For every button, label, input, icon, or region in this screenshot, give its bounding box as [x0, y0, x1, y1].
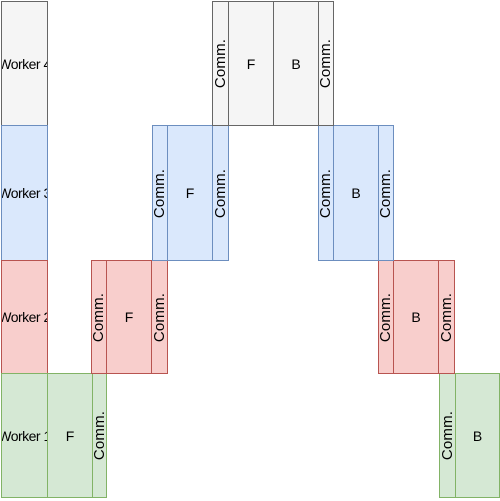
comm-label: Comm. — [318, 38, 334, 89]
backward-label: B — [351, 185, 361, 201]
worker-label: Worker 3 — [1, 185, 47, 201]
worker-4-comm-block: Comm. — [212, 1, 229, 126]
comm-label: Comm. — [92, 410, 107, 461]
backward-label: B — [291, 55, 301, 72]
worker-3-forward-block: F — [167, 125, 213, 261]
worker-3-backward-block: B — [333, 125, 379, 261]
forward-label: F — [124, 309, 134, 325]
worker-2-comm-block: Comm. — [151, 260, 168, 374]
forward-label: F — [246, 55, 256, 72]
worker-3-comm-block: Comm. — [152, 125, 168, 261]
worker-2-comm-block: Comm. — [438, 260, 455, 374]
worker-2-forward-block: F — [106, 260, 152, 374]
worker-4-backward-block: B — [273, 1, 319, 126]
worker-4-forward-block: F — [228, 1, 274, 126]
worker-label: Worker 1 — [1, 427, 47, 444]
comm-label: Comm. — [378, 168, 394, 218]
worker-3-comm-block: Comm. — [378, 125, 394, 261]
worker-3-comm-block: Comm. — [212, 125, 229, 261]
comm-label: Comm. — [152, 168, 168, 218]
comm-label: Comm. — [151, 292, 168, 342]
backward-label: B — [411, 309, 421, 325]
comm-label: Comm. — [212, 168, 229, 218]
worker-4-comm-block: Comm. — [318, 1, 334, 126]
comm-label: Comm. — [318, 168, 334, 218]
worker-3-label-box: Worker 3 — [1, 125, 48, 261]
worker-1-forward-block: F — [47, 373, 93, 498]
backward-label: B — [472, 427, 483, 444]
forward-label: F — [185, 185, 195, 201]
worker-4-label-box: Worker 4 — [1, 1, 48, 126]
comm-label: Comm. — [91, 292, 107, 342]
comm-label: Comm. — [439, 410, 456, 461]
worker-3-comm-block: Comm. — [318, 125, 334, 261]
worker-2-comm-block: Comm. — [91, 260, 107, 374]
worker-2-label-box: Worker 2 — [1, 260, 48, 374]
worker-1-comm-block: Comm. — [439, 373, 456, 498]
worker-2-backward-block: B — [393, 260, 439, 374]
worker-label: Worker 2 — [1, 309, 47, 325]
worker-2-comm-block: Comm. — [378, 260, 394, 374]
worker-label: Worker 4 — [1, 55, 47, 72]
comm-label: Comm. — [212, 38, 229, 89]
worker-1-backward-block: B — [455, 373, 500, 498]
comm-label: Comm. — [438, 292, 455, 342]
worker-1-comm-block: Comm. — [92, 373, 107, 498]
forward-label: F — [65, 427, 75, 444]
comm-label: Comm. — [378, 292, 394, 342]
worker-1-label-box: Worker 1 — [1, 373, 48, 498]
